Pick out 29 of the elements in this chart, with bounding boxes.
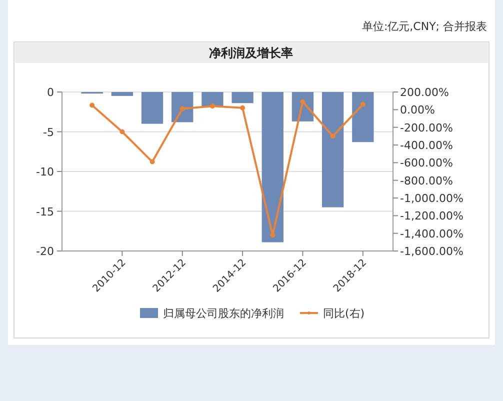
point bbox=[300, 99, 306, 104]
y-tick-label: -20 bbox=[36, 245, 54, 258]
point bbox=[360, 102, 366, 107]
y2-tick-label: -1,000.00% bbox=[400, 192, 464, 205]
y2-tick-label: -400.00% bbox=[400, 139, 453, 152]
point bbox=[240, 105, 246, 110]
legend-label: 归属母公司股东的净利润 bbox=[163, 307, 284, 320]
y2-tick-label: -1,400.00% bbox=[400, 227, 464, 240]
y2-tick-label: -800.00% bbox=[400, 174, 453, 188]
text: 单位:亿元,CNY; 合并报表 bbox=[362, 20, 487, 33]
y-tick-label: -5 bbox=[43, 126, 54, 139]
chart-title: 净利润及增长率 bbox=[209, 46, 293, 60]
y2-tick-label: -200.00% bbox=[400, 121, 453, 134]
point bbox=[180, 106, 185, 112]
y2-tick-label: -1,200.00% bbox=[400, 210, 464, 223]
point bbox=[270, 232, 276, 238]
y-tick-label: -10 bbox=[36, 166, 54, 178]
y2-tick-label: 200.00% bbox=[400, 86, 449, 99]
point bbox=[120, 129, 125, 134]
point bbox=[330, 134, 336, 139]
y-tick-label: 0 bbox=[47, 86, 54, 99]
y2-tick-label: -600.00% bbox=[400, 156, 453, 170]
legend-label: 同比(右) bbox=[323, 307, 365, 320]
point bbox=[90, 102, 95, 108]
point bbox=[150, 159, 155, 164]
y2-tick-label: -1,600.00% bbox=[400, 245, 464, 258]
y-tick-label: -15 bbox=[36, 205, 54, 218]
point bbox=[210, 104, 215, 109]
y2-tick-label: 0.00% bbox=[400, 104, 435, 117]
